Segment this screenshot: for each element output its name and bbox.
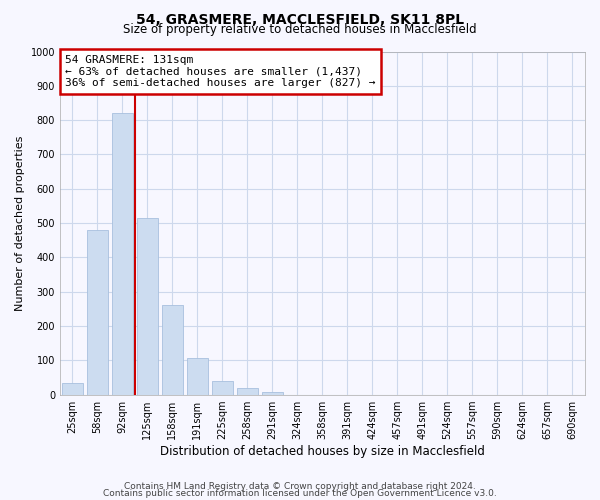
Y-axis label: Number of detached properties: Number of detached properties bbox=[15, 136, 25, 310]
Text: 54 GRASMERE: 131sqm
← 63% of detached houses are smaller (1,437)
36% of semi-det: 54 GRASMERE: 131sqm ← 63% of detached ho… bbox=[65, 55, 376, 88]
Bar bbox=[112, 114, 133, 394]
Text: 54, GRASMERE, MACCLESFIELD, SK11 8PL: 54, GRASMERE, MACCLESFIELD, SK11 8PL bbox=[136, 12, 464, 26]
Bar bbox=[237, 388, 258, 394]
Bar bbox=[187, 358, 208, 395]
Bar bbox=[162, 304, 183, 394]
Bar bbox=[137, 218, 158, 394]
Bar bbox=[212, 381, 233, 394]
Bar bbox=[87, 230, 108, 394]
Text: Contains public sector information licensed under the Open Government Licence v3: Contains public sector information licen… bbox=[103, 490, 497, 498]
Text: Contains HM Land Registry data © Crown copyright and database right 2024.: Contains HM Land Registry data © Crown c… bbox=[124, 482, 476, 491]
Bar bbox=[262, 392, 283, 394]
Text: Size of property relative to detached houses in Macclesfield: Size of property relative to detached ho… bbox=[123, 22, 477, 36]
Bar bbox=[62, 384, 83, 394]
X-axis label: Distribution of detached houses by size in Macclesfield: Distribution of detached houses by size … bbox=[160, 444, 485, 458]
